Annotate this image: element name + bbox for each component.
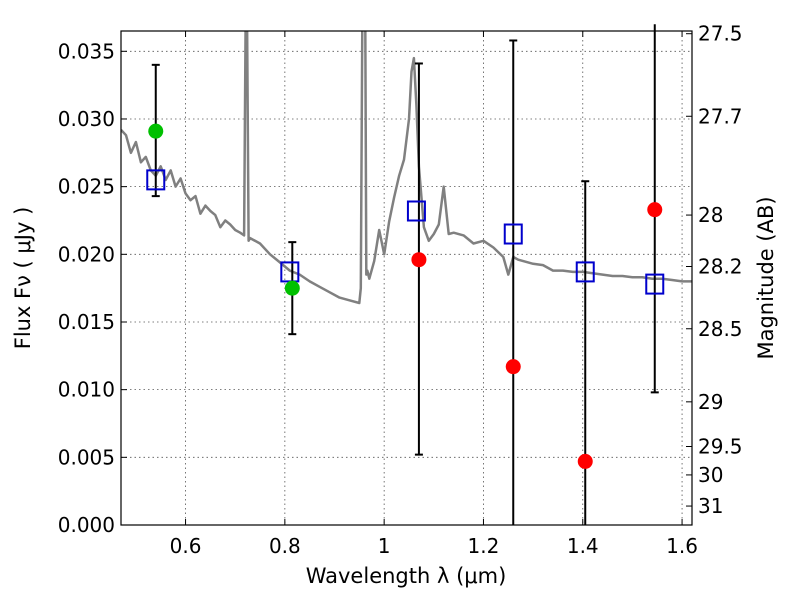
non-detection-point — [647, 202, 663, 218]
x-tick-label: 1 — [378, 534, 391, 558]
detection-point — [284, 280, 300, 296]
y-tick-label: 0.030 — [58, 107, 115, 131]
magnitude-tick-label: 28 — [698, 203, 723, 227]
x-tick-label: 0.8 — [269, 534, 301, 558]
y-tick-label: 0.020 — [58, 242, 115, 266]
detection-point — [148, 123, 164, 139]
y-tick-label: 0.025 — [58, 175, 115, 199]
x-axis-label: Wavelength λ (μm) — [306, 564, 507, 588]
y-tick-label: 0.010 — [58, 378, 115, 402]
y-tick-label: 0.005 — [58, 445, 115, 469]
synthetic-photometry-square — [575, 261, 595, 283]
x-tick-labels: 0.6 0.8 1 1.2 1.4 1.6 — [170, 534, 698, 558]
plot-frame — [120, 30, 693, 526]
synthetic-photometry-square — [645, 273, 665, 295]
magnitude-tick-label: 28.5 — [698, 317, 743, 341]
synthetic-photometry-square — [146, 169, 166, 191]
non-detection-point — [577, 453, 593, 469]
magnitude-tick-label: 27.5 — [698, 22, 743, 46]
y2-axis-label: Magnitude (AB) — [754, 196, 778, 359]
x-tick-label: 0.6 — [170, 534, 202, 558]
non-detection-point — [505, 359, 521, 375]
sed-model-line — [121, 31, 692, 305]
magnitude-tick-label: 30 — [698, 463, 723, 487]
synthetic-photometry-square — [406, 200, 426, 222]
magnitude-tick-label: 29 — [698, 390, 723, 414]
synthetic-photometry-square — [503, 223, 523, 245]
magnitude-tick-labels: 27.5 27.7 28 28.2 28.5 29 29.5 30 31 — [698, 22, 743, 518]
y-tick-label: 0.015 — [58, 310, 115, 334]
non-detection-point — [411, 252, 427, 268]
markers — [146, 123, 665, 469]
y-tick-labels: 0.000 0.005 0.010 0.015 0.020 0.025 0.030 0.035 — [58, 39, 115, 537]
magnitude-tick-label: 27.7 — [698, 104, 743, 128]
magnitude-tick-label: 28.2 — [698, 254, 743, 278]
ticks — [121, 31, 692, 526]
y-tick-label: 0.035 — [58, 39, 115, 63]
y-axis-label: Flux Fν ( μJy ) — [11, 207, 35, 350]
magnitude-tick-label: 29.5 — [698, 435, 743, 459]
y-tick-label: 0.000 — [58, 513, 115, 537]
plot-area — [121, 31, 692, 305]
x-tick-label: 1.2 — [468, 534, 500, 558]
x-tick-label: 1.4 — [567, 534, 599, 558]
x-tick-label: 1.6 — [666, 534, 698, 558]
magnitude-tick-label: 31 — [698, 494, 723, 518]
